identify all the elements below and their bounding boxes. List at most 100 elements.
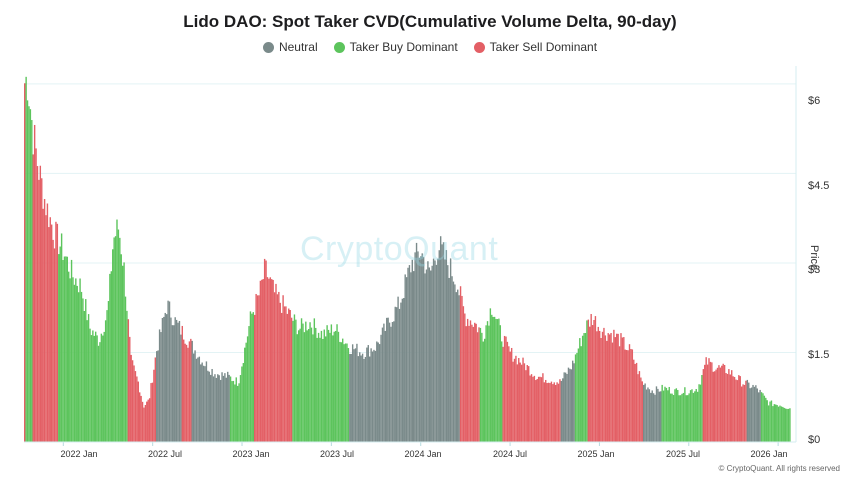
price-bar (55, 221, 57, 442)
price-bar (315, 327, 317, 442)
x-tick-label: 2026 Jan (750, 449, 788, 459)
price-bar (607, 333, 609, 442)
legend-item-taker-buy[interactable]: Taker Buy Dominant (333, 40, 458, 54)
price-bar (239, 375, 242, 442)
price-bar (698, 384, 700, 442)
price-bar (550, 381, 553, 442)
price-bar (288, 308, 290, 442)
price-bar (200, 364, 202, 442)
price-bar (616, 333, 618, 442)
legend-item-neutral[interactable]: Neutral (262, 40, 318, 54)
price-bar (390, 326, 392, 442)
price-bar (38, 179, 40, 442)
price-bar (579, 338, 581, 442)
price-bar (458, 295, 460, 442)
price-bar (28, 106, 30, 442)
price-bar (234, 384, 236, 442)
price-bar (543, 382, 546, 442)
price-bar (344, 343, 347, 442)
price-bar (121, 265, 124, 442)
price-bar (217, 374, 219, 442)
price-bar (435, 264, 438, 442)
price-bar (52, 239, 54, 442)
price-bar (520, 364, 523, 442)
price-bar (496, 319, 499, 442)
chart-title: Lido DAO: Spot Taker CVD(Cumulative Volu… (183, 12, 677, 31)
price-bar (439, 236, 442, 442)
price-bar (332, 335, 334, 442)
price-bar (208, 371, 210, 442)
price-bar (530, 374, 533, 442)
price-bar (306, 330, 308, 442)
price-bar (759, 389, 761, 442)
price-bar (322, 338, 324, 442)
price-bar (148, 398, 151, 442)
price-bar (266, 277, 269, 442)
price-bar (749, 388, 751, 442)
price-bar (420, 256, 422, 442)
price-bar (479, 327, 482, 442)
price-bar (36, 166, 39, 443)
price-bar (82, 298, 84, 442)
price-bar (367, 345, 369, 442)
price-bar (366, 347, 368, 442)
price-bar (601, 331, 604, 442)
price-bar (295, 319, 297, 442)
price-bar (35, 148, 37, 442)
y-tick-label: $1.5 (808, 349, 830, 361)
price-bar (738, 375, 740, 442)
price-bar (664, 386, 666, 442)
price-bar (716, 367, 719, 442)
price-bar (376, 341, 378, 442)
price-bar (300, 318, 303, 442)
price-bar (685, 395, 687, 442)
price-bar (658, 391, 661, 442)
price-bar (549, 383, 551, 442)
price-bar (69, 278, 71, 442)
price-bar (310, 327, 313, 442)
price-bar (198, 356, 201, 442)
price-bar (248, 326, 250, 442)
price-bar (678, 395, 680, 442)
price-bar (133, 365, 135, 442)
price-bar (77, 292, 80, 442)
price-bar (723, 364, 726, 442)
price-bar (73, 284, 76, 442)
price-bar (424, 273, 426, 442)
price-bar (312, 334, 314, 442)
legend-item-taker-sell[interactable]: Taker Sell Dominant (473, 40, 597, 54)
price-bar (403, 298, 405, 442)
legend-swatch-neutral (262, 41, 274, 53)
price-bar (515, 355, 517, 442)
price-bar (26, 100, 29, 443)
price-bar (136, 376, 138, 442)
price-bar (273, 292, 276, 442)
price-bar (305, 321, 307, 442)
price-bar (83, 311, 86, 442)
price-bar (33, 124, 36, 442)
price-bar (567, 367, 570, 442)
price-bar (603, 327, 605, 442)
price-bar (161, 317, 164, 442)
price-bar (126, 310, 128, 442)
price-bar (763, 395, 766, 442)
price-bar (508, 346, 510, 442)
price-bar (501, 341, 503, 442)
price-bar (640, 377, 642, 442)
price-bar (97, 345, 100, 442)
price-bar (72, 277, 74, 442)
price-bar (255, 293, 257, 442)
price-bar (782, 406, 784, 442)
price-bar (70, 259, 73, 442)
price-bar (112, 249, 114, 442)
price-bar (68, 271, 70, 442)
price-bar (309, 322, 311, 442)
price-bar (323, 329, 325, 442)
price-bar (594, 316, 597, 442)
price-bar (269, 277, 272, 442)
price-bar (750, 387, 753, 442)
price-bar (85, 299, 87, 442)
price-bar (645, 389, 648, 442)
price-bar (648, 389, 651, 442)
price-bar (75, 278, 77, 442)
